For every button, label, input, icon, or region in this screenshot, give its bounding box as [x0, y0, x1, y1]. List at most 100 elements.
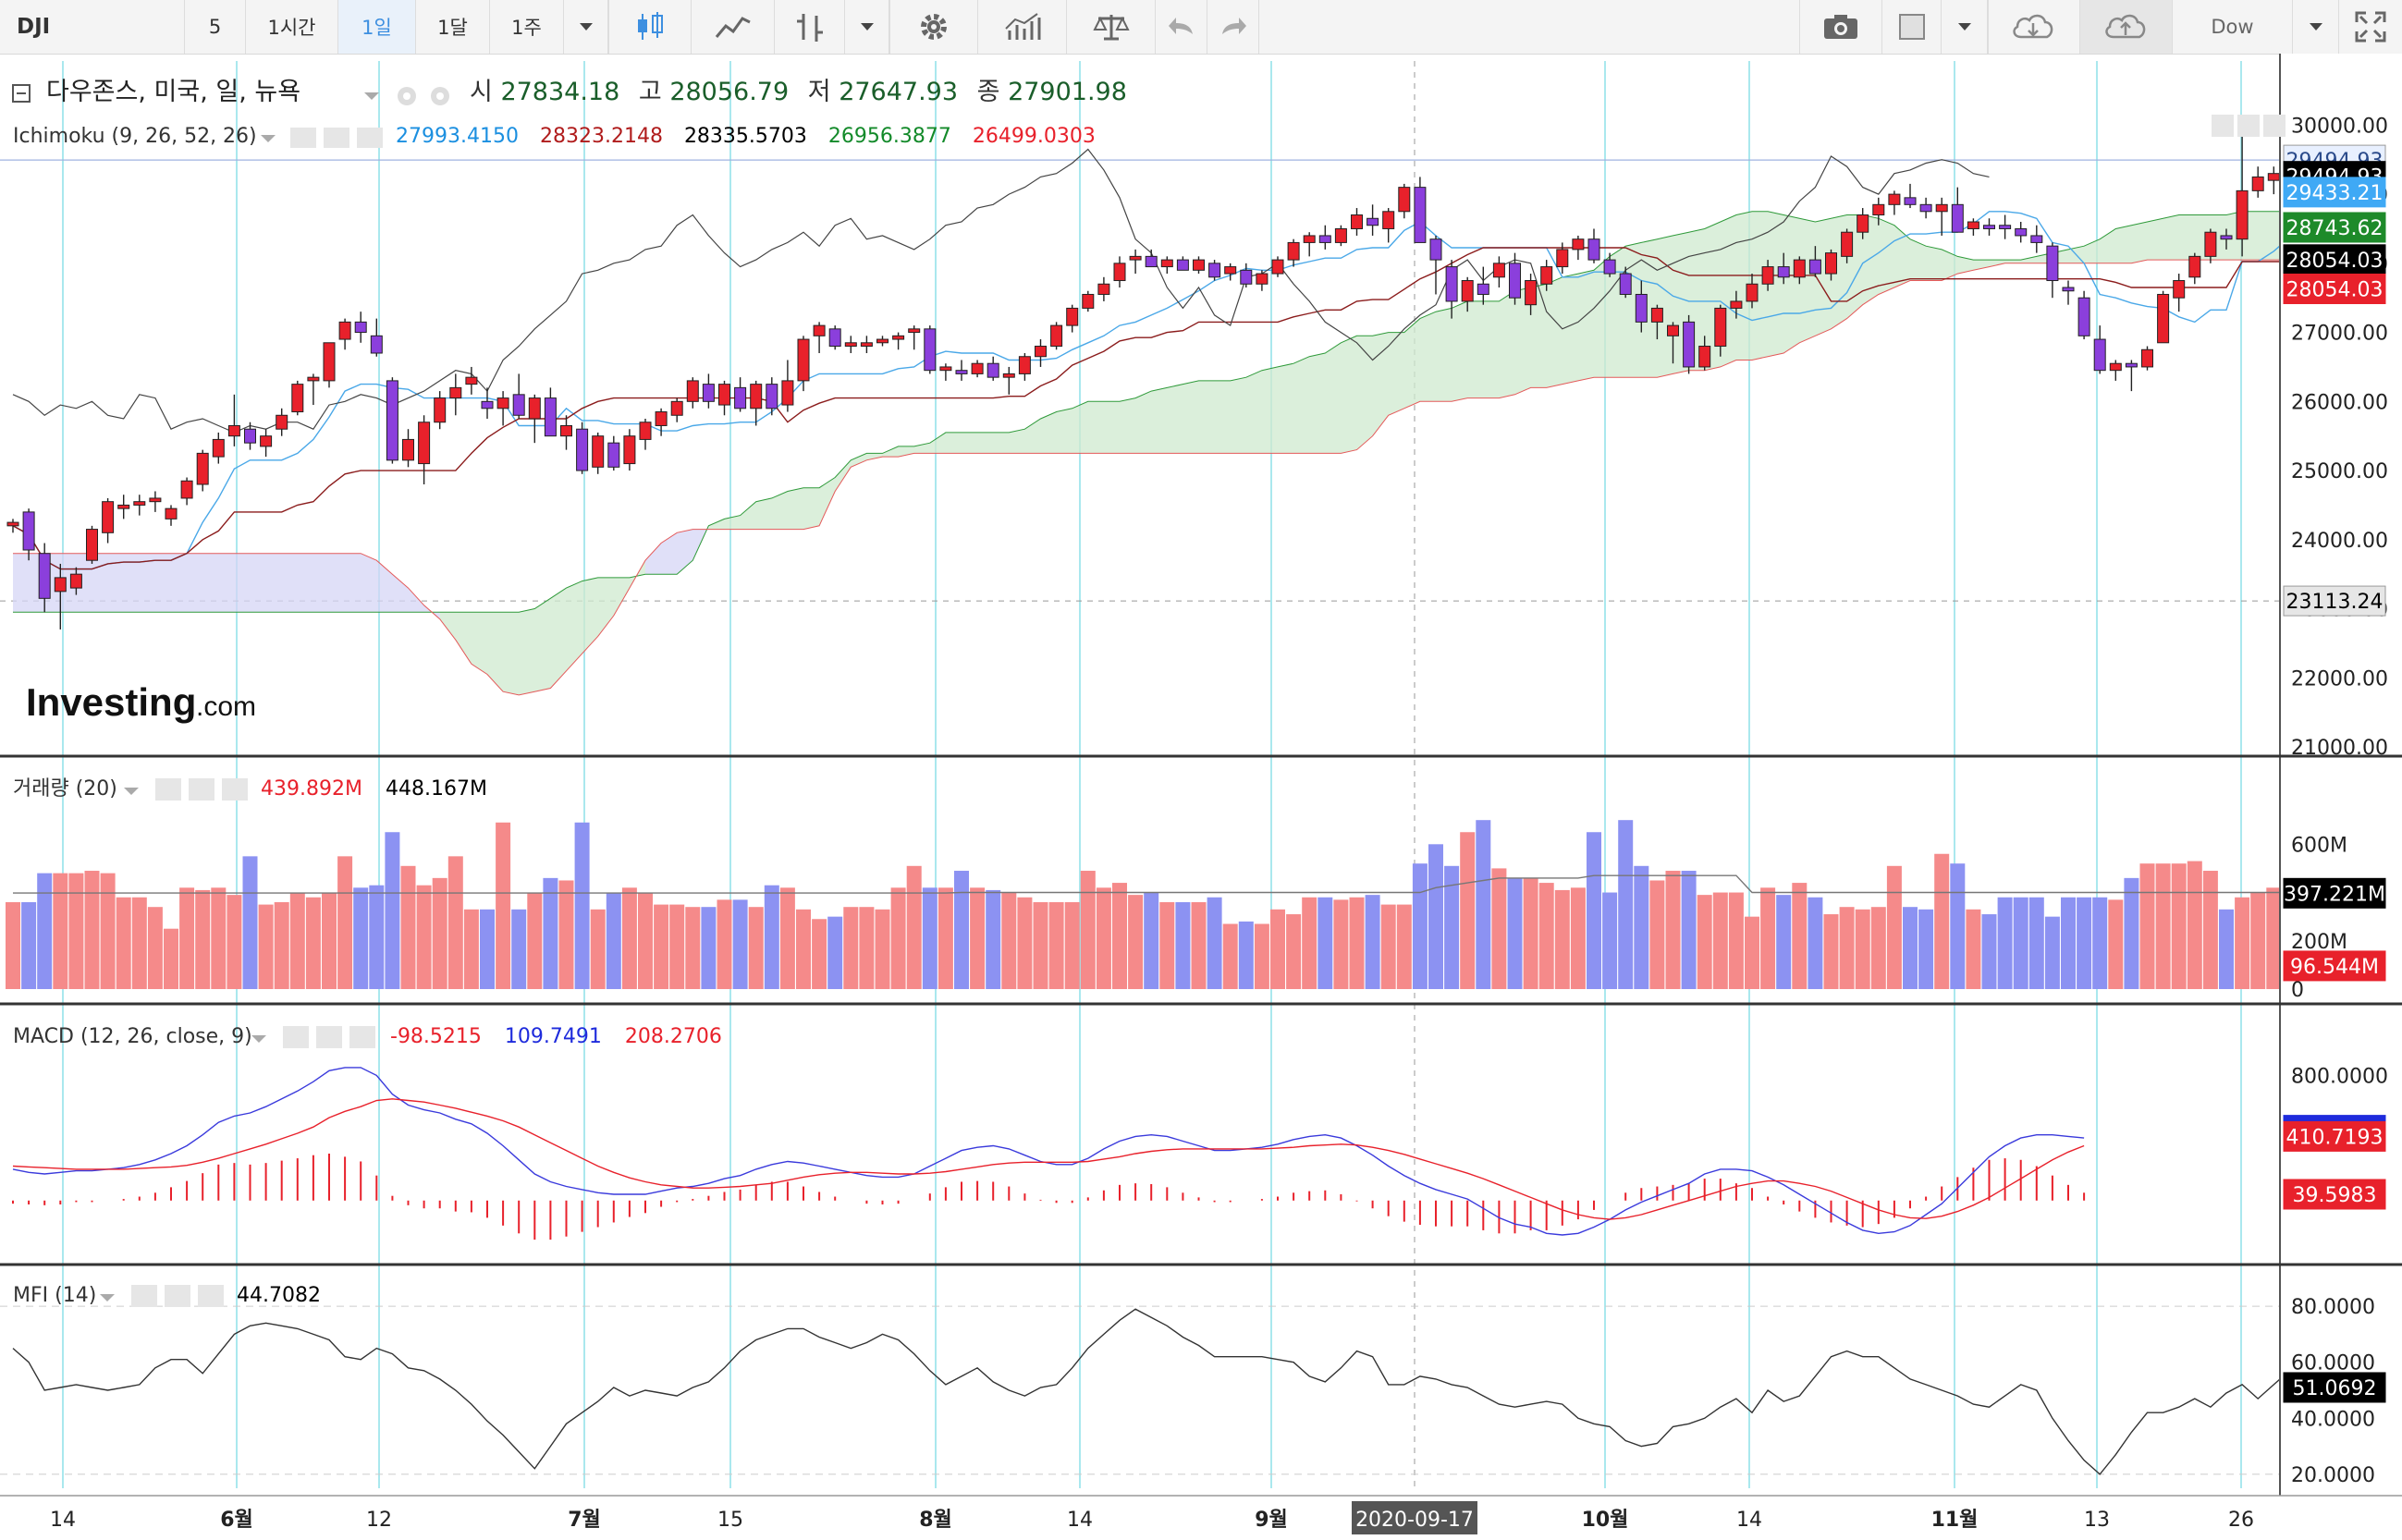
price-tag-label: 51.0692: [2293, 1377, 2377, 1400]
compare-button[interactable]: [1067, 0, 1156, 54]
move-icon[interactable]: [2237, 115, 2260, 137]
gear-icon: [921, 14, 947, 40]
candle-body: [1256, 273, 1268, 285]
interval-dropdown-button[interactable]: [564, 0, 608, 54]
volume-bar: [2155, 863, 2171, 989]
drawing-color-dropdown-button[interactable]: [1942, 0, 1988, 54]
close-label: 종: [977, 78, 1000, 106]
chart-area[interactable]: 30000.0029000.0028000.0027000.0026000.00…: [0, 54, 2402, 1540]
candle-body: [2267, 173, 2280, 181]
volume-bar: [147, 907, 163, 989]
chevron-down-icon: [2309, 23, 2322, 31]
data-source-dropdown-button[interactable]: [2293, 0, 2339, 54]
interval-1hour-button[interactable]: 1시간: [246, 0, 338, 54]
close-icon[interactable]: [198, 1285, 224, 1307]
candle-body: [1066, 307, 1079, 326]
ichimoku-chikou-value: 28335.5703: [684, 125, 807, 148]
eye-icon[interactable]: [155, 778, 181, 801]
volume-bar: [1365, 895, 1380, 989]
volume-bar: [1538, 883, 1554, 989]
volume-bar: [100, 873, 116, 989]
gear-icon[interactable]: [324, 128, 349, 148]
candle-body: [1667, 324, 1679, 336]
high-value: 28056.79: [669, 78, 789, 106]
investing-logo: Investing .com: [26, 680, 256, 724]
volume-bar: [1476, 820, 1491, 989]
volume-bar: [938, 887, 953, 989]
volume-bar: [1918, 909, 1934, 989]
volume-bar: [2202, 871, 2218, 989]
interval-1month-button[interactable]: 1달: [416, 0, 490, 54]
candle-body: [1619, 273, 1632, 295]
candle-body: [1351, 214, 1363, 229]
candle-body: [2015, 227, 2028, 237]
volume-bar: [764, 885, 779, 989]
chevron-down-icon[interactable]: [364, 92, 379, 100]
close-icon[interactable]: [357, 128, 383, 148]
volume-bar: [1507, 877, 1523, 989]
macd-title: MACD (12, 26, close, 9): [13, 1025, 252, 1048]
volume-bar: [843, 907, 859, 989]
macd-pane-header: MACD (12, 26, close, 9) -98.5215 109.749…: [13, 1025, 722, 1048]
candle-body: [1050, 324, 1063, 348]
redo-button[interactable]: [1207, 0, 1259, 54]
volume-bar: [289, 892, 305, 989]
close-icon[interactable]: [2263, 115, 2286, 137]
indicators-button[interactable]: [978, 0, 1067, 54]
bar-chart-button[interactable]: [775, 0, 845, 54]
data-source-selector[interactable]: Dow: [2173, 0, 2293, 54]
volume-bar: [1349, 897, 1365, 989]
fullscreen-button[interactable]: [2339, 0, 2402, 54]
volume-bar: [1412, 863, 1428, 989]
chart-type-dropdown-button[interactable]: [845, 0, 889, 54]
screenshot-button[interactable]: [1799, 0, 1882, 54]
gear-icon[interactable]: [165, 1285, 190, 1307]
price-axis-tick-label: 26000.00: [2291, 391, 2388, 414]
candle-body: [323, 342, 336, 382]
symbol-field[interactable]: DJI: [0, 0, 185, 54]
eye-icon[interactable]: [131, 1285, 157, 1307]
candle-body: [1572, 238, 1585, 251]
undo-button[interactable]: [1156, 0, 1207, 54]
time-axis-label: 12: [366, 1509, 392, 1532]
collapse-icon[interactable]: [12, 84, 31, 103]
ichimoku-tenkan-line: [12, 171, 2402, 570]
line-chart-button[interactable]: [692, 0, 775, 54]
candlestick-chart-button[interactable]: [608, 0, 692, 54]
eye-icon[interactable]: [290, 128, 316, 148]
scroll-down-icon[interactable]: [2212, 115, 2234, 137]
candle-body: [244, 428, 256, 444]
candle-body: [1967, 221, 1979, 229]
chevron-down-icon[interactable]: [100, 1294, 115, 1302]
candle-body: [307, 376, 320, 382]
candle-body: [465, 376, 478, 385]
candle-body: [260, 435, 273, 447]
interval-1week-button[interactable]: 1주: [490, 0, 564, 54]
chevron-down-icon[interactable]: [124, 788, 139, 795]
candle-body: [623, 435, 636, 465]
price-tag-background: [2283, 585, 2386, 617]
price-tag-background: [2283, 950, 2386, 982]
chevron-down-icon[interactable]: [251, 1035, 266, 1043]
candle-body: [102, 501, 115, 533]
ichimoku-kijun-value: 28323.2148: [540, 125, 663, 148]
volume-bar: [1017, 897, 1033, 989]
candle-body: [22, 511, 35, 551]
candle-body: [180, 480, 193, 499]
settings-button[interactable]: [889, 0, 978, 54]
chevron-down-icon[interactable]: [261, 135, 276, 142]
close-icon[interactable]: [349, 1026, 375, 1048]
volume-bar: [1870, 907, 1886, 989]
volume-bar: [685, 907, 701, 989]
close-icon[interactable]: [222, 778, 248, 801]
interval-1day-button[interactable]: 1일: [338, 0, 416, 54]
drawing-color-button[interactable]: [1882, 0, 1942, 54]
gear-icon[interactable]: [189, 778, 214, 801]
cloud-download-button[interactable]: [1988, 0, 2080, 54]
high-label: 고: [639, 78, 662, 106]
eye-icon[interactable]: [283, 1026, 309, 1048]
interval-5min-button[interactable]: 5: [185, 0, 246, 54]
candle-body: [987, 362, 999, 378]
gear-icon[interactable]: [316, 1026, 342, 1048]
cloud-upload-button[interactable]: [2080, 0, 2173, 54]
